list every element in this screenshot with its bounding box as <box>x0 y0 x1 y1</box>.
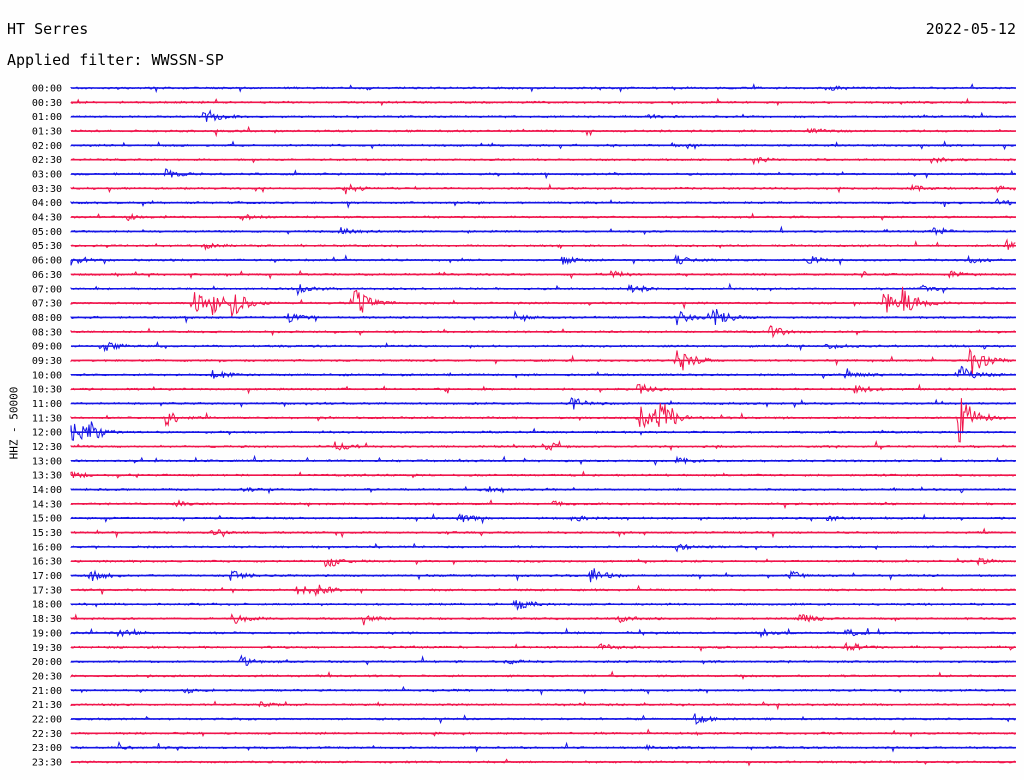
date-label: 2022-05-12 <box>925 20 1016 38</box>
time-label: 10:00 <box>32 370 62 381</box>
time-label: 00:00 <box>32 84 62 95</box>
trace-row <box>70 654 1016 666</box>
time-label-layer: 00:00 00:30 01:00 01:30 02:00 02:30 03:00 03:30… <box>32 84 62 769</box>
time-label: 02:30 <box>32 155 62 166</box>
time-label: 04:00 <box>32 198 62 209</box>
time-label: 11:30 <box>32 413 62 424</box>
trace-row <box>70 557 1016 568</box>
time-label: 10:30 <box>32 385 62 396</box>
time-label: 21:30 <box>32 700 62 711</box>
time-label: 03:30 <box>32 184 62 195</box>
time-label: 19:00 <box>32 628 62 639</box>
time-label: 13:00 <box>32 456 62 467</box>
time-label: 12:30 <box>32 442 62 453</box>
time-label: 00:30 <box>32 98 62 109</box>
time-label: 03:00 <box>32 170 62 181</box>
time-label: 15:30 <box>32 528 62 539</box>
trace-row <box>70 421 1016 441</box>
time-label: 16:30 <box>32 557 62 568</box>
time-label: 18:00 <box>32 600 62 611</box>
time-label: 12:00 <box>32 428 62 439</box>
time-label: 23:00 <box>32 743 62 754</box>
time-label: 14:00 <box>32 485 62 496</box>
time-label: 20:00 <box>32 657 62 668</box>
time-label: 05:00 <box>32 227 62 238</box>
time-label: 05:30 <box>32 241 62 252</box>
time-label: 17:00 <box>32 571 62 582</box>
station-title: HT Serres <box>7 20 89 38</box>
time-label: 08:00 <box>32 313 62 324</box>
time-label: 16:00 <box>32 542 62 553</box>
time-label: 15:00 <box>32 514 62 525</box>
time-label: 09:00 <box>32 342 62 353</box>
time-label: 17:30 <box>32 585 62 596</box>
time-label: 19:30 <box>32 643 62 654</box>
trace-row <box>70 286 1016 317</box>
time-label: 22:00 <box>32 714 62 725</box>
time-label: 23:30 <box>32 757 62 768</box>
time-label: 14:30 <box>32 499 62 510</box>
time-label: 11:00 <box>32 399 62 410</box>
time-label: 21:00 <box>32 686 62 697</box>
time-label: 06:00 <box>32 256 62 267</box>
trace-row <box>70 365 1016 380</box>
time-label: 04:30 <box>32 213 62 224</box>
filter-label: Applied filter: WWSSN-SP <box>7 51 224 69</box>
time-label: 01:30 <box>32 127 62 138</box>
trace-row <box>70 183 1016 195</box>
time-label: 08:30 <box>32 327 62 338</box>
time-label: 09:30 <box>32 356 62 367</box>
trace-row <box>70 157 1016 166</box>
trace-layer <box>70 83 1016 767</box>
time-label: 06:30 <box>32 270 62 281</box>
time-label: 01:00 <box>32 112 62 123</box>
time-label: 07:30 <box>32 299 62 310</box>
time-label: 20:30 <box>32 671 62 682</box>
trace-row <box>70 613 1016 626</box>
time-label: 13:30 <box>32 471 62 482</box>
time-label: 07:00 <box>32 284 62 295</box>
time-label: 02:00 <box>32 141 62 152</box>
time-label: 22:30 <box>32 729 62 740</box>
time-label: 18:30 <box>32 614 62 625</box>
trace-row <box>70 740 1016 753</box>
